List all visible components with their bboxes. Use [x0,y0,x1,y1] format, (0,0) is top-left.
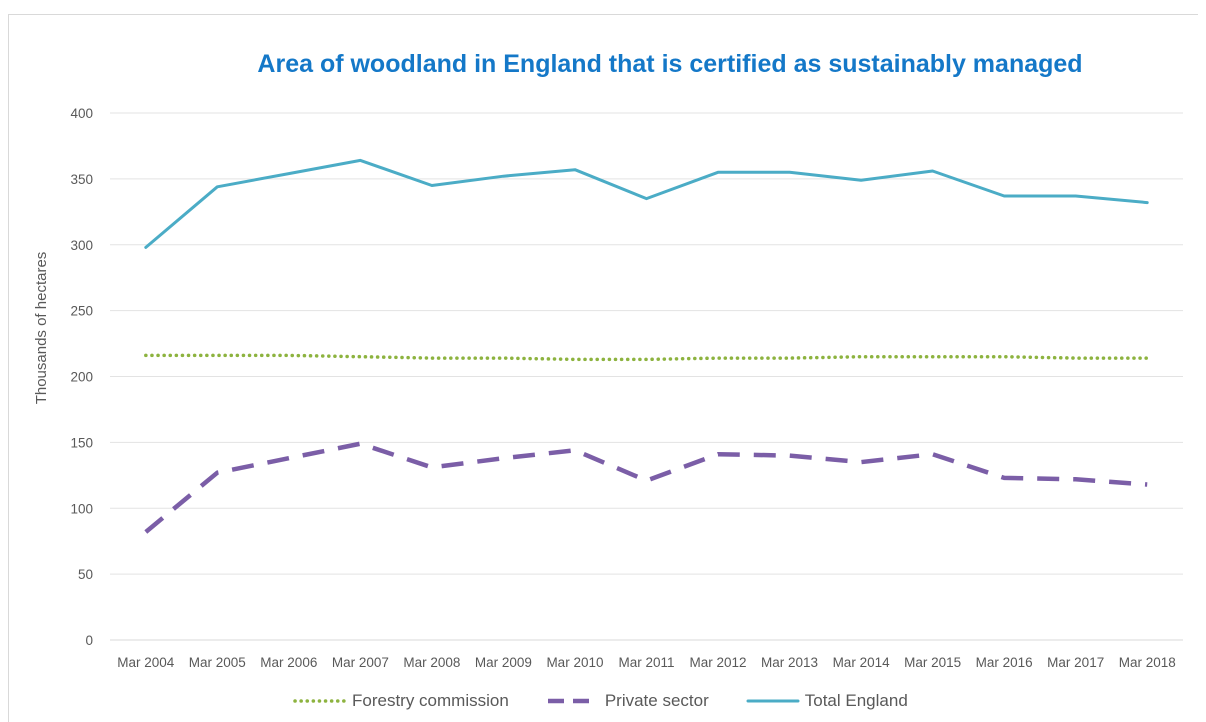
chart-frame [8,14,1198,722]
legend: Forestry commission Private sector Total E… [292,688,908,714]
legend-item: Forestry commission [292,691,509,711]
x-tick-label: Mar 2006 [260,655,317,670]
series-line-forestry-commission [144,353,1149,362]
x-tick-label: Mar 2011 [618,655,674,670]
series-lines [144,158,1149,534]
x-tick-label: Mar 2008 [403,655,460,670]
y-tick-label: 250 [70,304,93,319]
x-tick-label: Mar 2010 [546,655,603,670]
y-tick-label: 150 [70,435,93,450]
series-line-total-england [144,158,1149,249]
series-line-private-sector [144,441,1148,534]
legend-item: Total England [745,691,908,711]
y-tick-label: 300 [70,238,93,253]
x-axis-ticks: Mar 2004 Mar 2005 Mar 2006 Mar 2007 Mar 2008… [117,655,1176,670]
gridlines [110,112,1183,641]
x-tick-label: Mar 2005 [189,655,246,670]
x-tick-label: Mar 2013 [761,655,818,670]
legend-item: Private sector [545,691,709,711]
y-tick-label: 350 [70,172,93,187]
x-tick-label: Mar 2018 [1119,655,1176,670]
x-tick-label: Mar 2014 [833,655,891,670]
legend-label: Private sector [604,691,709,710]
x-tick-label: Mar 2017 [1047,655,1104,670]
x-tick-label: Mar 2016 [976,655,1033,670]
x-tick-label: Mar 2007 [332,655,389,670]
legend-swatch [746,699,800,703]
x-tick-label: Mar 2012 [690,655,747,670]
y-tick-label: 0 [85,633,93,648]
x-tick-label: Mar 2015 [904,655,961,670]
legend-label: Total England [804,691,908,710]
y-tick-label: 400 [70,106,93,121]
y-axis-title: Thousands of hectares [33,252,50,405]
y-tick-label: 200 [70,370,93,385]
x-tick-label: Mar 2004 [117,655,175,670]
legend-swatch [293,699,347,703]
y-axis-ticks: 0 50 100 150 200 250 300 350 400 [70,106,93,648]
x-tick-label: Mar 2009 [475,655,532,670]
chart-title: Area of woodland in England that is cert… [257,50,1083,78]
y-tick-label: 50 [78,567,93,582]
legend-swatch [547,698,598,704]
y-tick-label: 100 [70,501,93,516]
legend-label: Forestry commission [352,691,509,710]
